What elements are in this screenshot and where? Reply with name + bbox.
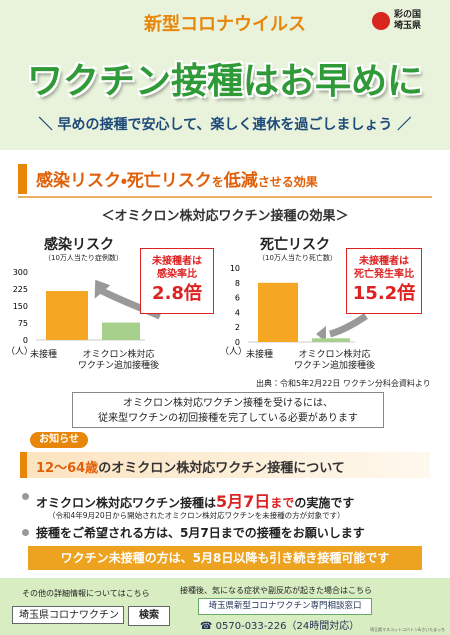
- bar: [312, 338, 350, 342]
- chart-title: 感染リスク: [44, 237, 114, 253]
- bar: [258, 282, 298, 342]
- annotation: 未接種者は 死亡発生率比 15.2倍: [346, 248, 422, 314]
- source: 出典：令和5年2月22日 ワクチン分科会資料より: [256, 379, 431, 388]
- chart-title: 死亡リスク: [260, 237, 330, 253]
- category-label: オミクロン株対応 ワクチン追加接種後: [294, 350, 376, 371]
- heading-part: のオミクロン株対応ワクチン接種について: [98, 461, 345, 476]
- bullet-note: （令和4年9月20日から開始されたオミクロン株対応ワクチンを未接種の方が対象です…: [48, 511, 345, 520]
- section-heading: 感染リスク・死亡リスクを低減させる効果: [36, 166, 318, 191]
- chart-subtitle: （10万人当たり症例数）: [44, 254, 123, 262]
- tag: お知らせ: [30, 432, 88, 448]
- y-tick-label: 150: [13, 302, 28, 311]
- accent: [18, 164, 27, 194]
- search-box[interactable]: 埼玉県コロナワクチン: [12, 606, 124, 624]
- y-tick-label: 8: [235, 279, 240, 288]
- mascot-credit: 埼玉県マスコットコバトン&さいたまっち: [370, 627, 445, 632]
- note-box: オミクロン株対応ワクチン接種を受けるには、 従来型ワクチンの初回接種を完了してい…: [72, 392, 384, 428]
- headline: ワクチン接種はお早めに: [26, 61, 423, 102]
- section-heading: 12～64歳のオミクロン株対応ワクチン接種について: [36, 457, 345, 476]
- unit-label: （人）: [6, 347, 34, 357]
- y-tick-label: 10: [230, 264, 240, 273]
- y-tick-label: 75: [18, 319, 28, 328]
- arrow-head: [316, 326, 326, 342]
- title: 新型コロナウイルス: [144, 14, 306, 35]
- y-tick-label: 0: [235, 338, 240, 347]
- bar: [46, 291, 88, 340]
- y-tick-label: 0: [23, 336, 28, 345]
- subtitle: ＼ 早めの接種で安心して、楽しく連休を過ごしましょう ／: [38, 117, 412, 133]
- category-label: オミクロン株対応 ワクチン追加接種後: [78, 350, 160, 371]
- text: の実施です: [294, 496, 355, 510]
- bullet: 接種をご希望される方は、5月7日までの接種をお願いします: [22, 526, 365, 540]
- logo-text: 彩の国 埼玉県: [394, 10, 422, 31]
- heading-part: 感染リスク・死亡リスク: [36, 171, 212, 191]
- arrow: [329, 313, 368, 338]
- y-tick-label: 6: [235, 294, 240, 303]
- underline: [18, 196, 432, 198]
- annotation: 未接種者は 感染率比 2.8倍: [140, 248, 214, 314]
- text: 5月7日: [216, 492, 271, 511]
- heading-part: 12～64歳: [36, 461, 99, 476]
- y-tick-label: 225: [13, 285, 28, 294]
- text: オミクロン株対応ワクチン接種は: [36, 496, 217, 510]
- banner: ワクチン未接種の方は、5月8日以降も引き続き接種可能です: [28, 546, 422, 570]
- caption: ＜オミクロン株対応ワクチン接種の効果＞: [101, 209, 349, 224]
- bullet: オミクロン株対応ワクチン接種は5月7日までの実施です: [21, 488, 355, 512]
- annotation-value: 2.8倍: [152, 283, 202, 304]
- phone: ☎ 0570-033-226（24時間対応）: [200, 621, 360, 632]
- y-tick-label: 2: [235, 323, 240, 332]
- annotation-value: 15.2倍: [352, 283, 416, 304]
- search-button[interactable]: 検索: [128, 606, 170, 626]
- heading-part: させる効果: [257, 175, 318, 189]
- unit-label: （人）: [220, 347, 248, 357]
- accent: [20, 452, 27, 478]
- section-bg: [20, 452, 430, 478]
- y-tick-label: 300: [13, 268, 28, 277]
- consult-intro: 接種後、気になる症状や副反応が起きた場合はこちら: [180, 586, 372, 595]
- bar: [102, 322, 140, 340]
- arrow-head: [94, 279, 111, 299]
- heading-part: を: [211, 175, 224, 189]
- logo-mark: [372, 12, 390, 30]
- text: まで: [270, 496, 295, 510]
- chart-subtitle: （10万人当たり死亡数）: [258, 254, 337, 262]
- category-label: 未接種: [30, 350, 58, 360]
- heading-part: 低減: [223, 171, 258, 191]
- category-label: 未接種: [246, 350, 274, 360]
- y-tick-label: 4: [235, 308, 240, 317]
- consult-name: 埼玉県新型コロナワクチン専門相談窓口: [198, 598, 372, 615]
- info: その他の詳細情報についてはこちら: [22, 589, 150, 598]
